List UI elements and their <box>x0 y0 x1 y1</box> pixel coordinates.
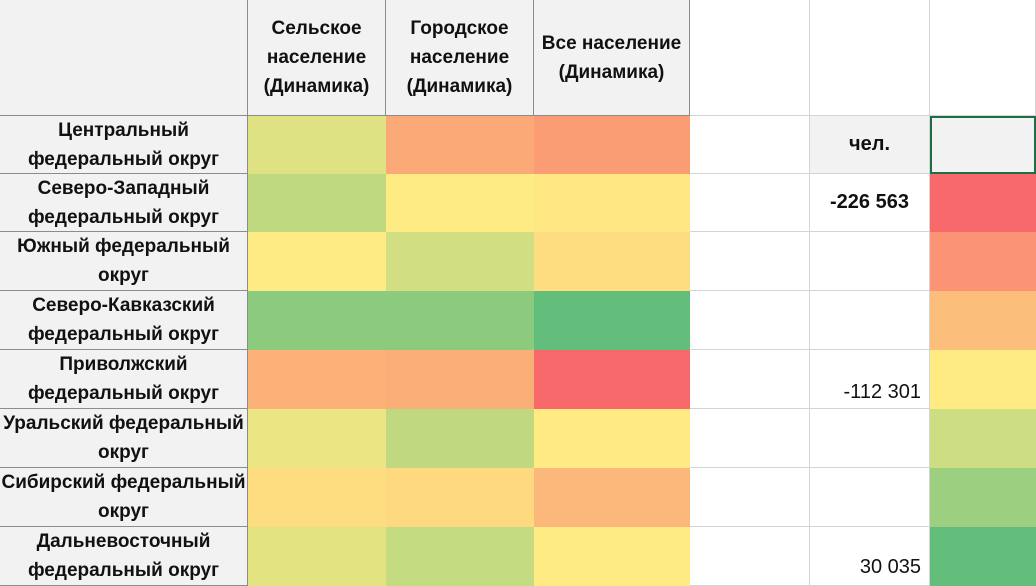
empty-cell[interactable] <box>810 409 930 468</box>
min-value-cell[interactable]: -226 563 <box>810 174 930 232</box>
gradient-legend-cell[interactable] <box>930 350 1036 409</box>
header-urban-label: Городское население (Динамика) <box>406 18 513 97</box>
empty-cell[interactable] <box>690 291 810 350</box>
row-header[interactable]: Уральский федеральный округ <box>0 409 248 468</box>
row-header[interactable]: Северо-Западный федеральный округ <box>0 174 248 232</box>
urban-cell[interactable] <box>386 232 534 291</box>
total-cell[interactable] <box>534 291 690 350</box>
empty-cell[interactable] <box>690 116 810 174</box>
gradient-legend-cell[interactable] <box>930 409 1036 468</box>
urban-cell[interactable] <box>386 468 534 527</box>
total-cell[interactable] <box>534 527 690 586</box>
rural-cell[interactable] <box>248 291 386 350</box>
header-total-dynamics[interactable]: Все население (Динамика) <box>534 0 690 116</box>
unit-label-cell[interactable]: чел. <box>810 116 930 174</box>
empty-cell[interactable] <box>690 0 810 116</box>
row-header[interactable]: Центральный федеральный округ <box>0 116 248 174</box>
empty-cell[interactable] <box>690 232 810 291</box>
row-header[interactable]: Приволжский федеральный округ <box>0 350 248 409</box>
total-cell[interactable] <box>534 350 690 409</box>
row-header[interactable]: Южный федеральный округ <box>0 232 248 291</box>
selected-cell[interactable] <box>930 116 1036 174</box>
rural-cell[interactable] <box>248 232 386 291</box>
row-header-label: Сибирский федеральный округ <box>1 472 246 522</box>
header-rural-label: Сельское население (Динамика) <box>263 18 370 97</box>
row-header-label: Северо-Западный федеральный округ <box>27 177 220 228</box>
gradient-legend-cell[interactable] <box>930 527 1036 586</box>
urban-cell[interactable] <box>386 116 534 174</box>
gradient-legend-cell[interactable] <box>930 232 1036 291</box>
row-header[interactable]: Северо-Кавказский федеральный округ <box>0 291 248 350</box>
row-header-label: Северо-Кавказский федеральный округ <box>27 295 220 345</box>
empty-cell[interactable] <box>810 468 930 527</box>
rural-cell[interactable] <box>248 409 386 468</box>
total-cell[interactable] <box>534 232 690 291</box>
total-cell[interactable] <box>534 116 690 174</box>
empty-cell[interactable] <box>810 232 930 291</box>
total-cell[interactable] <box>534 174 690 232</box>
max-value: 30 035 <box>859 556 921 578</box>
row-header-label: Дальневосточный федеральный округ <box>27 531 220 581</box>
gradient-legend-cell[interactable] <box>930 174 1036 232</box>
unit-label: чел. <box>849 133 890 155</box>
total-cell[interactable] <box>534 409 690 468</box>
urban-cell[interactable] <box>386 291 534 350</box>
empty-cell[interactable] <box>690 527 810 586</box>
row-header-label: Приволжский федеральный округ <box>27 354 220 404</box>
rural-cell[interactable] <box>248 174 386 232</box>
empty-cell[interactable] <box>690 409 810 468</box>
total-cell[interactable] <box>534 468 690 527</box>
urban-cell[interactable] <box>386 350 534 409</box>
row-header-label: Уральский федеральный округ <box>3 413 244 463</box>
gradient-legend-cell[interactable] <box>930 291 1036 350</box>
header-urban-dynamics[interactable]: Городское население (Динамика) <box>386 0 534 116</box>
rural-cell[interactable] <box>248 527 386 586</box>
urban-cell[interactable] <box>386 409 534 468</box>
rural-cell[interactable] <box>248 116 386 174</box>
empty-cell[interactable] <box>690 174 810 232</box>
gradient-legend-cell[interactable] <box>930 468 1036 527</box>
header-corner[interactable] <box>0 0 248 116</box>
urban-cell[interactable] <box>386 174 534 232</box>
row-header-label: Южный федеральный округ <box>17 236 230 286</box>
empty-cell[interactable] <box>810 291 930 350</box>
rural-cell[interactable] <box>248 468 386 527</box>
row-header[interactable]: Сибирский федеральный округ <box>0 468 248 527</box>
max-value-cell[interactable]: 30 035 <box>810 527 930 586</box>
empty-cell[interactable] <box>930 0 1036 116</box>
mid-value-cell[interactable]: -112 301 <box>810 350 930 409</box>
row-header-label: Центральный федеральный округ <box>27 119 220 170</box>
min-value: -226 563 <box>830 191 909 213</box>
empty-cell[interactable] <box>690 468 810 527</box>
row-header[interactable]: Дальневосточный федеральный округ <box>0 527 248 586</box>
empty-cell[interactable] <box>810 0 930 116</box>
mid-value: -112 301 <box>843 381 921 403</box>
header-total-label: Все население (Динамика) <box>541 32 682 83</box>
urban-cell[interactable] <box>386 527 534 586</box>
header-rural-dynamics[interactable]: Сельское население (Динамика) <box>248 0 386 116</box>
empty-cell[interactable] <box>690 350 810 409</box>
rural-cell[interactable] <box>248 350 386 409</box>
